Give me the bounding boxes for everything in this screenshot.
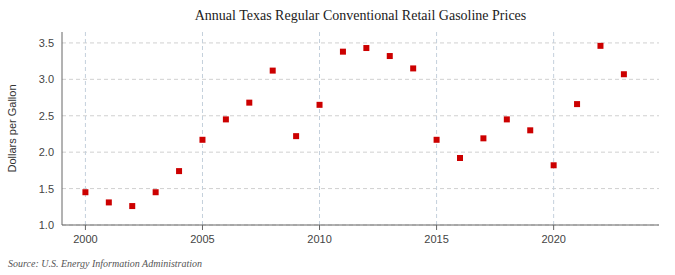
point bbox=[480, 135, 486, 141]
y-tick-label: 3.0 bbox=[39, 73, 54, 85]
point bbox=[223, 116, 229, 122]
point bbox=[434, 137, 440, 143]
y-grid-line bbox=[62, 152, 659, 153]
x-tick bbox=[436, 225, 437, 230]
x-axis-line bbox=[62, 225, 659, 226]
y-tick-label: 2.0 bbox=[39, 146, 54, 158]
point bbox=[340, 49, 346, 55]
x-tick-label: 2010 bbox=[307, 233, 331, 245]
x-grid-line bbox=[319, 32, 320, 225]
point bbox=[246, 100, 252, 106]
point bbox=[153, 189, 159, 195]
y-grid-line bbox=[62, 115, 659, 116]
title: Annual Texas Regular Conventional Retail… bbox=[195, 8, 527, 23]
point bbox=[387, 53, 393, 59]
grid bbox=[62, 32, 659, 225]
point bbox=[574, 101, 580, 107]
x-tick bbox=[202, 225, 203, 230]
y-tick-label: 1.5 bbox=[39, 183, 54, 195]
point bbox=[106, 199, 112, 205]
point bbox=[317, 102, 323, 108]
axes: 1.0 1.5 2.0 2.5 3.0 3.5 2000 2005 2010 2015 2020 bbox=[39, 32, 659, 245]
y-grid-line bbox=[62, 79, 659, 80]
chart: Annual Texas Regular Conventional Retail… bbox=[0, 0, 675, 275]
x-tick-label: 2000 bbox=[73, 233, 97, 245]
point bbox=[129, 203, 135, 209]
y-tick-label: 2.5 bbox=[39, 110, 54, 122]
point bbox=[176, 168, 182, 174]
point bbox=[270, 68, 276, 74]
y-grid-line bbox=[62, 225, 659, 226]
x-grid-line bbox=[553, 32, 554, 225]
y-tick-label: 3.5 bbox=[39, 37, 54, 49]
point bbox=[621, 71, 627, 77]
point bbox=[293, 133, 299, 139]
y-tick-label: 1.0 bbox=[39, 219, 54, 231]
point bbox=[199, 137, 205, 143]
x-grid-line bbox=[436, 32, 437, 225]
x-tick bbox=[85, 225, 86, 230]
point bbox=[82, 189, 88, 195]
point bbox=[527, 127, 533, 133]
y-axis-line bbox=[62, 32, 63, 225]
x-tick bbox=[553, 225, 554, 230]
y-grid-line bbox=[62, 188, 659, 189]
x-tick-label: 2015 bbox=[424, 233, 448, 245]
point bbox=[457, 155, 463, 161]
y-grid-line bbox=[62, 42, 659, 43]
x-tick bbox=[319, 225, 320, 230]
x-tick-label: 2020 bbox=[541, 233, 565, 245]
points bbox=[82, 43, 626, 209]
point bbox=[597, 43, 603, 49]
source: Source: U.S. Energy Information Administ… bbox=[8, 258, 202, 269]
x-grid-line bbox=[202, 32, 203, 225]
point bbox=[504, 116, 510, 122]
point bbox=[363, 45, 369, 51]
x-grid-line bbox=[85, 32, 86, 225]
point bbox=[410, 65, 416, 71]
point bbox=[551, 162, 557, 168]
x-tick-label: 2005 bbox=[190, 233, 214, 245]
y-axis-label: Dollars per Gallon bbox=[6, 84, 18, 172]
